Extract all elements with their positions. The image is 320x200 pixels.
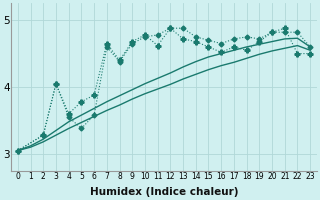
X-axis label: Humidex (Indice chaleur): Humidex (Indice chaleur) bbox=[90, 187, 238, 197]
